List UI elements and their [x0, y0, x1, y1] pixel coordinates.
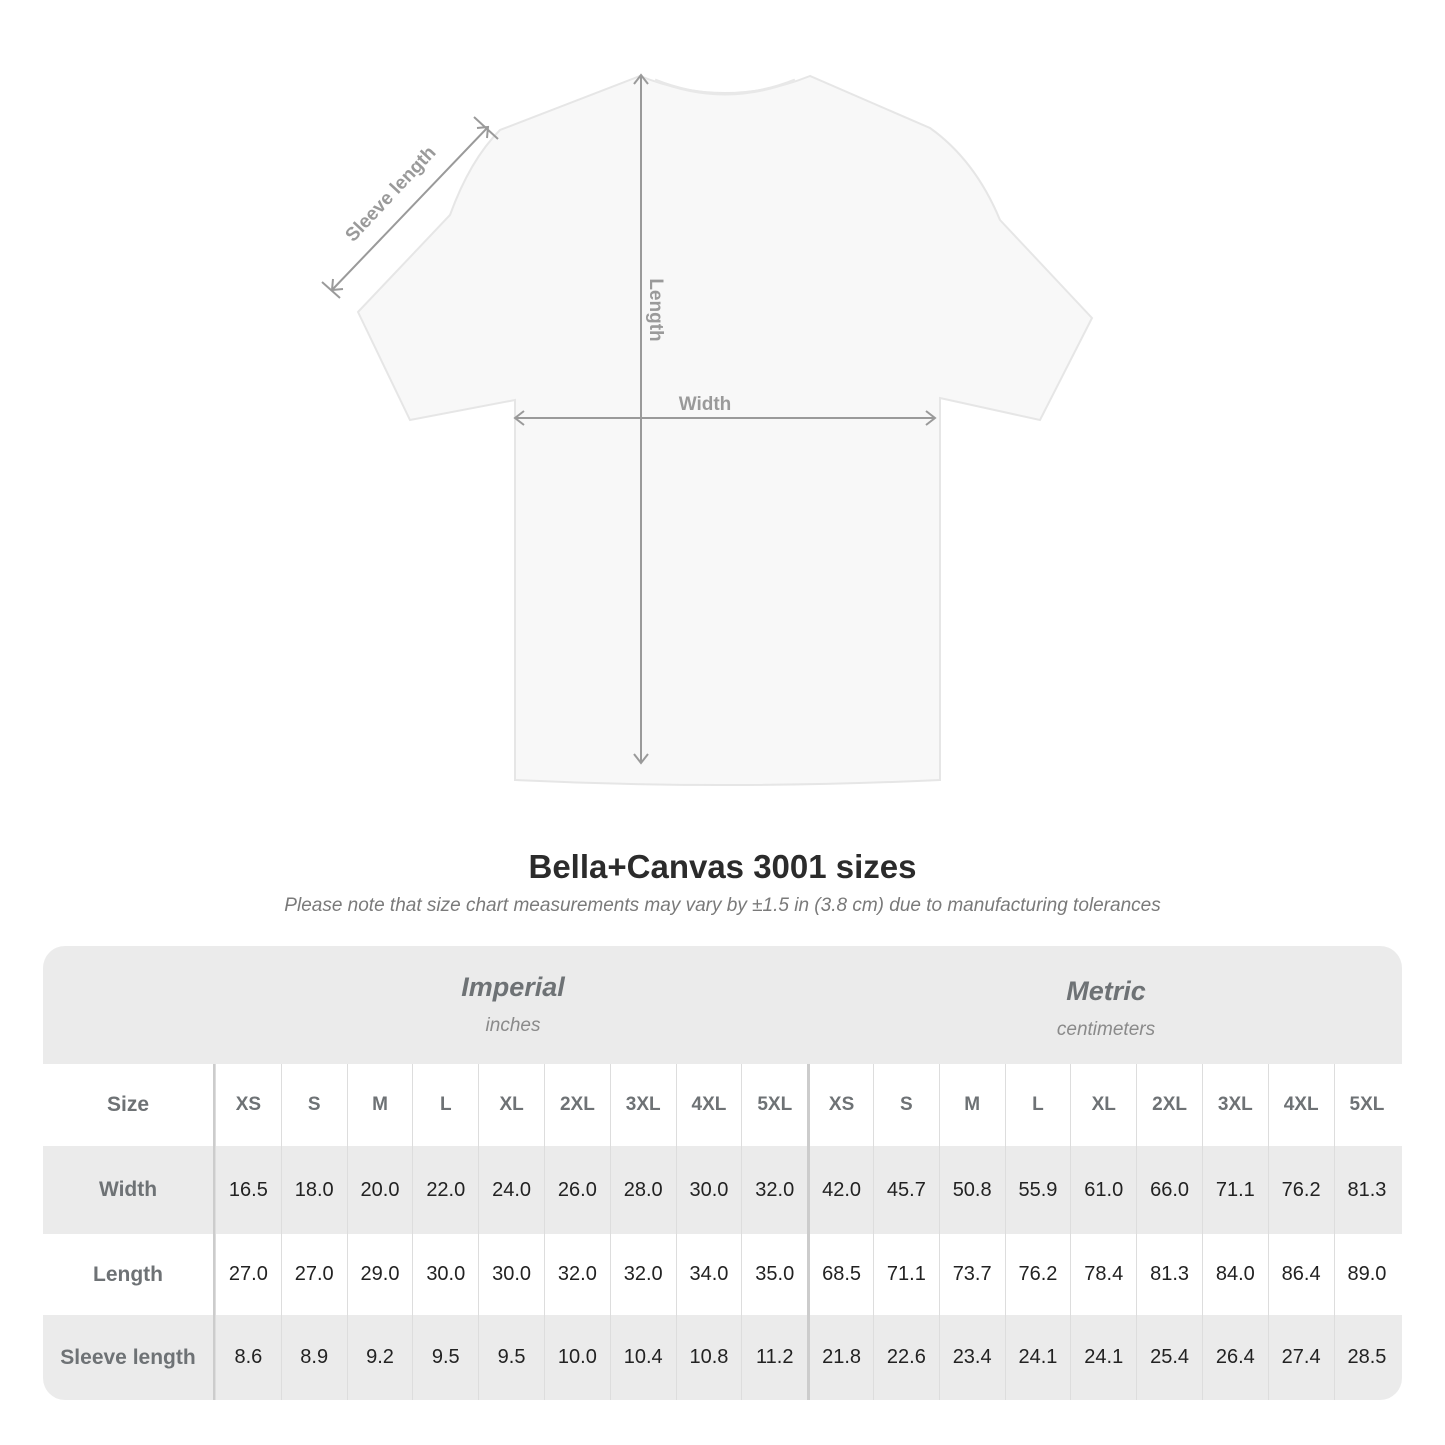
value-cell: 27.0 [280, 1234, 347, 1315]
value-cell: 25.4 [1136, 1315, 1202, 1400]
value-cell: 18.0 [280, 1146, 347, 1234]
value-cell: 73.7 [938, 1234, 1005, 1315]
value-cell: 81.3 [1333, 1146, 1400, 1234]
size-header-cell: 3XL [609, 1064, 676, 1146]
value-cell: 21.8 [807, 1315, 873, 1400]
value-cell: 28.0 [609, 1146, 676, 1234]
units-header [43, 946, 1402, 1064]
size-header-cell: M [346, 1064, 413, 1146]
value-cell: 8.6 [215, 1315, 281, 1400]
imperial-heading: Imperial [461, 972, 565, 1002]
value-cell: 26.4 [1201, 1315, 1268, 1400]
imperial-unit: inches [485, 1015, 541, 1036]
size-header-cell: XL [478, 1064, 544, 1146]
metric-unit: centimeters [1056, 1019, 1156, 1040]
size-header-cell: 2XL [543, 1064, 610, 1146]
value-cell: 71.1 [1201, 1146, 1268, 1234]
size-chart-table: Imperial inches Metric centimeters Size X… [43, 946, 1402, 1400]
size-header-cell: XS [807, 1064, 873, 1146]
size-header-cell: 4XL [1267, 1064, 1334, 1146]
value-cell: 61.0 [1070, 1146, 1136, 1234]
table-row: Sleeve length 8.6 8.9 9.2 9.5 9.5 10.0 10.4 10.8… [43, 1315, 1402, 1400]
tolerance-note: Please note that size chart measurements… [284, 895, 1161, 916]
size-header-cell: 5XL [741, 1064, 807, 1146]
value-cell: 24.1 [1004, 1315, 1071, 1400]
value-cell: 8.9 [280, 1315, 347, 1400]
value-cell: 32.0 [609, 1234, 676, 1315]
value-cell: 84.0 [1201, 1234, 1268, 1315]
size-header-cell: S [280, 1064, 347, 1146]
value-cell: 27.0 [215, 1234, 281, 1315]
value-cell: 68.5 [807, 1234, 873, 1315]
value-cell: 24.0 [478, 1146, 544, 1234]
value-cell: 86.4 [1267, 1234, 1334, 1315]
tshirt-diagram: Sleeve length Length Width [321, 73, 1094, 786]
row-label: Length [43, 1234, 215, 1315]
value-cell: 10.0 [543, 1315, 610, 1400]
value-cell: 22.0 [412, 1146, 478, 1234]
value-cell: 11.2 [741, 1315, 807, 1400]
size-header-cell: 3XL [1201, 1064, 1268, 1146]
value-cell: 22.6 [872, 1315, 939, 1400]
metric-header: Metric centimeters [810, 976, 1402, 1041]
value-cell: 9.5 [478, 1315, 544, 1400]
size-header-cell: L [412, 1064, 478, 1146]
value-cell: 10.4 [609, 1315, 676, 1400]
size-header-cell: XL [1070, 1064, 1136, 1146]
row-label: Sleeve length [43, 1315, 215, 1400]
value-cell: 76.2 [1004, 1234, 1071, 1315]
value-cell: 30.0 [478, 1234, 544, 1315]
size-header-cell: S [872, 1064, 939, 1146]
value-cell: 78.4 [1070, 1234, 1136, 1315]
value-cell: 81.3 [1136, 1234, 1202, 1315]
value-cell: 32.0 [543, 1234, 610, 1315]
value-cell: 23.4 [938, 1315, 1005, 1400]
value-cell: 26.0 [543, 1146, 610, 1234]
value-cell: 76.2 [1267, 1146, 1334, 1234]
value-cell: 66.0 [1136, 1146, 1202, 1234]
row-label: Width [43, 1146, 215, 1234]
sleeve-length-label: Sleeve length [342, 142, 441, 246]
value-cell: 16.5 [215, 1146, 281, 1234]
size-header-cell: 4XL [675, 1064, 742, 1146]
value-cell: 55.9 [1004, 1146, 1071, 1234]
value-cell: 30.0 [412, 1234, 478, 1315]
size-header-cell: M [938, 1064, 1005, 1146]
value-cell: 24.1 [1070, 1315, 1136, 1400]
size-header-row: Size XS S M L XL 2XL 3XL 4XL 5XL XS S M L XL 2XL 3XL 4XL 5… [43, 1064, 1402, 1146]
value-cell: 45.7 [872, 1146, 939, 1234]
value-cell: 9.2 [346, 1315, 413, 1400]
metric-heading: Metric [1066, 976, 1146, 1006]
size-header-cell: XS [215, 1064, 281, 1146]
sleeve-measure-line [331, 126, 489, 291]
value-cell: 35.0 [741, 1234, 807, 1315]
size-header-cell: 2XL [1136, 1064, 1202, 1146]
tshirt-shape [356, 74, 1094, 786]
table-row: Width 16.5 18.0 20.0 22.0 24.0 26.0 28.0 30.0 32.… [43, 1146, 1402, 1234]
value-cell: 89.0 [1333, 1234, 1400, 1315]
value-cell: 50.8 [938, 1146, 1005, 1234]
value-cell: 28.5 [1333, 1315, 1400, 1400]
value-cell: 32.0 [741, 1146, 807, 1234]
imperial-header: Imperial inches [217, 972, 809, 1037]
value-cell: 42.0 [807, 1146, 873, 1234]
value-cell: 10.8 [675, 1315, 742, 1400]
width-label: Width [679, 394, 732, 415]
value-cell: 34.0 [675, 1234, 742, 1315]
table-row: Length 27.0 27.0 29.0 30.0 30.0 32.0 32.0 34.0 35… [43, 1234, 1402, 1315]
page-title: Bella+Canvas 3001 sizes [528, 848, 917, 885]
value-cell: 9.5 [412, 1315, 478, 1400]
length-label: Length [645, 278, 666, 341]
size-header-cell: L [1004, 1064, 1071, 1146]
value-cell: 29.0 [346, 1234, 413, 1315]
value-cell: 20.0 [346, 1146, 413, 1234]
row-label: Size [43, 1064, 215, 1146]
value-cell: 30.0 [675, 1146, 742, 1234]
value-cell: 71.1 [872, 1234, 939, 1315]
size-header-cell: 5XL [1333, 1064, 1400, 1146]
value-cell: 27.4 [1267, 1315, 1334, 1400]
